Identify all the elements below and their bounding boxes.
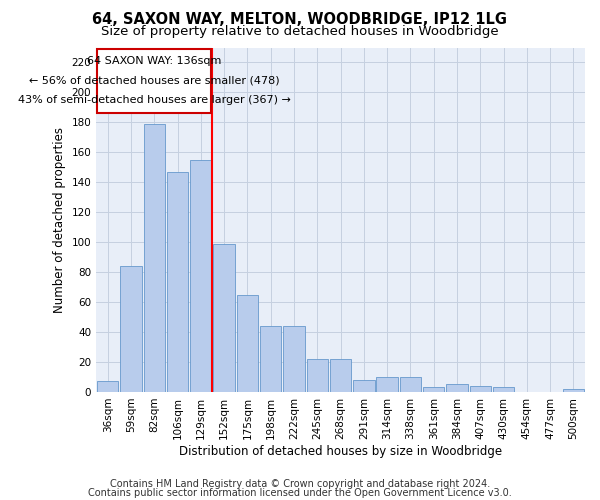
Bar	[470, 386, 491, 392]
Y-axis label: Number of detached properties: Number of detached properties	[53, 126, 66, 312]
Bar	[400, 377, 421, 392]
Bar	[97, 382, 118, 392]
Text: ← 56% of detached houses are smaller (478): ← 56% of detached houses are smaller (47…	[29, 76, 280, 86]
FancyBboxPatch shape	[97, 49, 211, 114]
X-axis label: Distribution of detached houses by size in Woodbridge: Distribution of detached houses by size …	[179, 444, 502, 458]
Bar	[260, 326, 281, 392]
Bar	[376, 377, 398, 392]
Text: 43% of semi-detached houses are larger (367) →: 43% of semi-detached houses are larger (…	[18, 96, 291, 106]
Text: 64, SAXON WAY, MELTON, WOODBRIDGE, IP12 1LG: 64, SAXON WAY, MELTON, WOODBRIDGE, IP12 …	[92, 12, 508, 28]
Bar	[143, 124, 165, 392]
Bar	[353, 380, 374, 392]
Text: Size of property relative to detached houses in Woodbridge: Size of property relative to detached ho…	[101, 25, 499, 38]
Bar	[120, 266, 142, 392]
Bar	[307, 359, 328, 392]
Text: Contains HM Land Registry data © Crown copyright and database right 2024.: Contains HM Land Registry data © Crown c…	[110, 479, 490, 489]
Text: Contains public sector information licensed under the Open Government Licence v3: Contains public sector information licen…	[88, 488, 512, 498]
Bar	[493, 388, 514, 392]
Bar	[423, 388, 445, 392]
Bar	[190, 160, 212, 392]
Bar	[446, 384, 467, 392]
Bar	[563, 389, 584, 392]
Bar	[237, 294, 258, 392]
Bar	[283, 326, 305, 392]
Bar	[330, 359, 351, 392]
Bar	[167, 172, 188, 392]
Bar	[214, 244, 235, 392]
Text: 64 SAXON WAY: 136sqm: 64 SAXON WAY: 136sqm	[87, 56, 221, 66]
